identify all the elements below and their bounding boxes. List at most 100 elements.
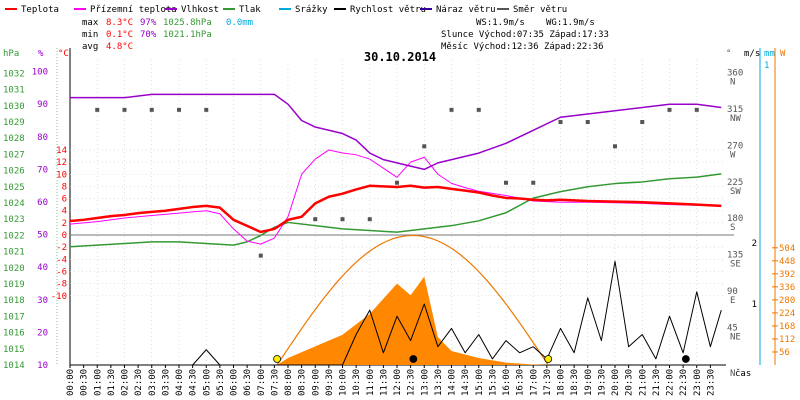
stats-max-hum: 97%: [140, 18, 157, 28]
x-tick-label: 15:00: [475, 369, 485, 396]
direction-tick-label: SE: [730, 260, 741, 270]
humidity-tick-label: 40: [37, 263, 48, 273]
stats-min-press: 1021.1hPa: [163, 30, 212, 40]
rain-axis-title: mm: [764, 49, 775, 59]
pressure-tick-label: 1028: [3, 134, 25, 144]
wind-direction-point: [95, 107, 100, 112]
x-tick-label: 02:00: [121, 369, 131, 396]
x-tick-label: 11:30: [379, 369, 389, 396]
stats-max-rain: 0.0mm: [226, 18, 253, 28]
x-tick-label: 17:00: [529, 369, 539, 396]
wind-direction-point: [640, 120, 645, 124]
pressure-tick-label: 1029: [3, 118, 25, 128]
x-tick-label: 08:30: [298, 369, 308, 396]
direction-tick-label: 180: [727, 214, 743, 224]
direction-tick-label: SW: [730, 187, 741, 197]
x-tick-label: 22:30: [679, 369, 689, 396]
stats-avg-label: avg: [82, 42, 98, 52]
humidity-tick-label: 80: [37, 133, 48, 143]
pressure-tick-label: 1021: [3, 248, 25, 258]
pressure-tick-label: 1022: [3, 231, 25, 241]
x-tick-label: 07:00: [257, 369, 267, 396]
info-wind-speed: WS:1.9m/s: [476, 18, 525, 28]
x-tick-label: 18:30: [570, 369, 580, 396]
legend-label: Směr větru: [513, 5, 567, 15]
x-tick-label: 17:30: [543, 369, 553, 396]
wind-direction-point: [667, 107, 672, 112]
wind-direction-point: [585, 120, 590, 124]
pressure-tick-label: 1020: [3, 264, 25, 274]
pressure-tick-label: 1014: [3, 361, 25, 371]
wind-direction-point: [422, 144, 427, 149]
pressure-line: [69, 173, 722, 248]
wind-direction-point: [449, 107, 454, 112]
direction-tick-label: 360: [727, 68, 743, 78]
chart-title: 30.10.2014: [364, 50, 436, 64]
temperature-tick-label: 6: [62, 195, 67, 205]
x-tick-label: 20:30: [625, 369, 635, 396]
direction-tick-label: S: [730, 223, 735, 233]
temperature-line: [69, 184, 722, 234]
x-tick-label: 06:00: [230, 369, 240, 396]
x-tick-label: 00:30: [80, 369, 90, 396]
x-tick-label: 09:30: [325, 369, 335, 396]
temperature-tick-label: 10: [56, 170, 67, 180]
solar-tick-label: 448: [779, 257, 795, 267]
pressure-tick-label: 1027: [3, 150, 25, 160]
x-tick-label: 23:00: [693, 369, 703, 396]
wind-direction-point: [476, 107, 481, 112]
x-tick-label: 05:30: [216, 369, 226, 396]
pressure-tick-label: 1015: [3, 345, 25, 355]
x-tick-label: 19:30: [597, 369, 607, 396]
x-tick-label: 09:00: [311, 369, 321, 396]
solar-area: [277, 276, 550, 365]
wind-direction-point: [367, 217, 372, 222]
wind-direction-point: [504, 180, 508, 185]
wind-direction-point: [395, 180, 399, 185]
direction-tick-label: 135: [727, 251, 743, 261]
wind-direction-point: [531, 180, 536, 185]
direction-tick-label: 225: [727, 178, 743, 188]
info-wind-gust: WG:1.9m/s: [546, 18, 595, 28]
direction-tick-label: E: [730, 296, 735, 306]
direction-axis-title: °: [726, 49, 731, 59]
info-moon: Měsíc Východ:12:36 Západ:22:36: [441, 42, 604, 52]
solar-tick-label: 392: [779, 270, 795, 280]
x-tick-label: 15:30: [488, 369, 498, 396]
direction-tick-label: N: [730, 369, 735, 379]
solar-tick-label: 336: [779, 283, 795, 293]
direction-tick-label: 315: [727, 105, 743, 115]
grid: [70, 60, 734, 365]
moon-marker: [681, 355, 690, 363]
wind-direction-point: [258, 253, 263, 258]
direction-tick-label: NW: [730, 114, 741, 124]
direction-tick-label: 90: [727, 287, 738, 297]
stats-max-temp: 8.3°C: [106, 18, 133, 28]
wind-direction-point: [694, 107, 699, 112]
pressure-tick-label: 1016: [3, 329, 25, 339]
x-tick-label: 01:30: [107, 369, 117, 396]
x-tick-label: 21:00: [638, 369, 648, 396]
x-tick-label: 04:30: [189, 369, 199, 396]
x-tick-label: 12:30: [407, 369, 417, 396]
stats-min-label: min: [82, 30, 98, 40]
stats-min-hum: 70%: [140, 30, 157, 40]
x-tick-label: 04:00: [175, 369, 185, 396]
solar-tick-label: 56: [779, 348, 790, 358]
temperature-tick-label: 8: [62, 182, 67, 192]
pressure-tick-label: 1019: [3, 280, 25, 290]
wind-direction-point: [558, 120, 563, 124]
temperature-tick-label: -6: [56, 267, 67, 277]
x-axis: 00:00 00:30 01:00 01:30 02:00 02:30 03:00 03:30…: [66, 365, 716, 396]
info-block: WS:1.9m/s WG:1.9m/s Slunce Východ:07:35 …: [441, 18, 609, 52]
wind-tick-label: 2: [752, 239, 757, 249]
x-tick-label: 10:00: [339, 369, 349, 396]
x-tick-label: 19:00: [584, 369, 594, 396]
direction-tick-label: 45: [727, 324, 738, 334]
stats-avg-temp: 4.8°C: [106, 42, 133, 52]
wind-direction-point: [122, 107, 127, 112]
x-tick-label: 11:00: [366, 369, 376, 396]
solar-tick-label: 504: [779, 244, 795, 254]
humidity-tick-label: 30: [37, 296, 48, 306]
sun-elevation-curve: [276, 234, 549, 366]
